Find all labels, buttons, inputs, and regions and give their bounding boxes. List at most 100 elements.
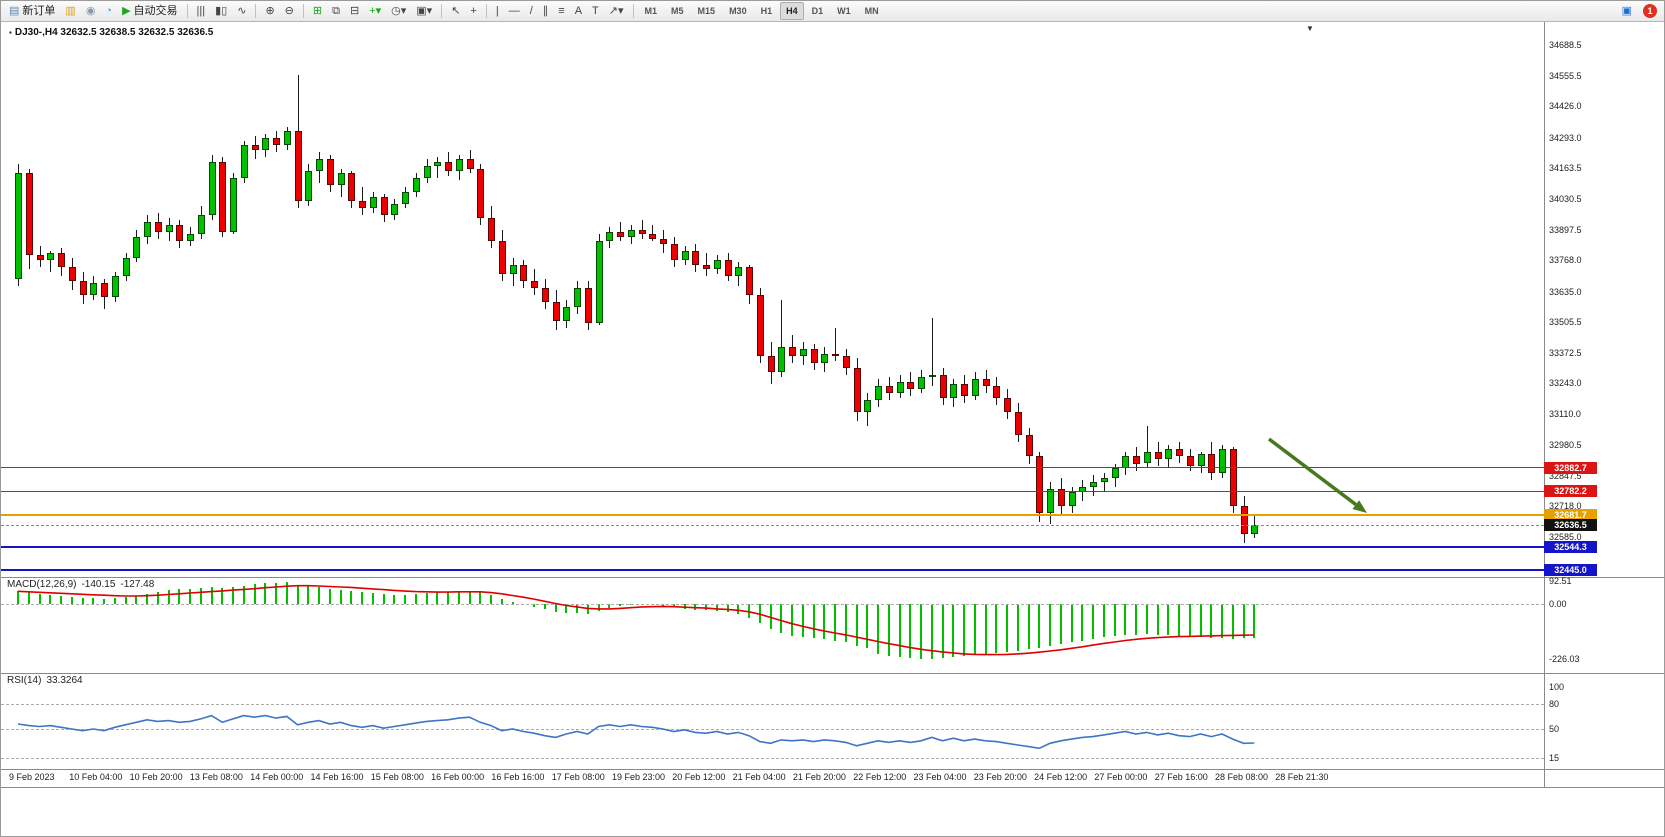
candle-body bbox=[477, 168, 485, 218]
candle-body bbox=[176, 224, 184, 242]
toolbar: ▤ 新订单 ▥ ◉ ◔ ▶ 自动交易 ||| ▮▯ ∿ ⊕ ⊖ ⊞ ⧉ ⊟ +▾ ◷▾ ▣▾ ↖ + | — / ∥ ≡ A T ↗▾… bbox=[1, 1, 1664, 22]
fibonacci-icon: ≡ bbox=[558, 5, 565, 17]
macd-name: MACD(12,26,9) bbox=[7, 579, 77, 590]
timeframe-m1[interactable]: M1 bbox=[644, 6, 658, 16]
price-axis-label: 34293.0 bbox=[1549, 132, 1582, 143]
chart-title: ▪ DJ30-,H4 32632.5 32638.5 32632.5 32636.… bbox=[9, 27, 213, 38]
macd-scale-label: 92.51 bbox=[1549, 576, 1572, 587]
macd-histogram-bar bbox=[1210, 604, 1213, 638]
timeframe-w1[interactable]: W1 bbox=[837, 6, 851, 16]
zoom-in-icon[interactable]: ⊕ bbox=[261, 1, 278, 21]
periods-icon[interactable]: ◷▾ bbox=[387, 1, 410, 21]
charts-icon[interactable]: ▥ bbox=[61, 1, 79, 21]
candle-body bbox=[133, 236, 141, 258]
indicators-icon[interactable]: +▾ bbox=[365, 1, 385, 21]
timeframe-d1[interactable]: D1 bbox=[811, 6, 824, 16]
notifications-badge[interactable]: 1 bbox=[1643, 4, 1657, 18]
crosshair-icon[interactable]: + bbox=[466, 1, 480, 21]
text-label-icon[interactable]: T bbox=[588, 1, 603, 21]
trendline-icon[interactable]: / bbox=[526, 1, 537, 21]
macd-histogram-bar bbox=[199, 588, 202, 604]
macd-histogram-bar bbox=[898, 604, 901, 658]
timeframe-mn[interactable]: MN bbox=[864, 6, 879, 16]
equidistant-channel-icon: ∥ bbox=[542, 5, 549, 17]
horizontal-line-object[interactable] bbox=[1, 568, 1544, 571]
arrows-icon[interactable]: ↗▾ bbox=[605, 1, 628, 21]
time-axis-label: 21 Feb 20:00 bbox=[792, 772, 846, 782]
candle-body bbox=[1219, 449, 1226, 473]
macd-histogram-bar bbox=[1199, 604, 1202, 638]
zoom-out-icon[interactable]: ⊖ bbox=[281, 1, 298, 21]
trend-arrow-head[interactable] bbox=[1352, 500, 1368, 513]
timeframe-m30[interactable]: M30 bbox=[729, 6, 747, 16]
bid-price-line bbox=[1, 525, 1544, 527]
rsi-line bbox=[17, 714, 1255, 750]
candle-body bbox=[660, 238, 667, 244]
price-axis-label: 34426.0 bbox=[1549, 101, 1582, 112]
price-axis-border bbox=[1544, 22, 1545, 787]
horizontal-line-object[interactable] bbox=[1, 513, 1544, 516]
cursor-icon[interactable]: ↖ bbox=[447, 1, 464, 21]
candle-body bbox=[832, 353, 839, 356]
auto-trading-button[interactable]: ▶ 自动交易 bbox=[118, 1, 181, 21]
candle-body bbox=[713, 259, 721, 270]
trend-arrow-line[interactable] bbox=[1267, 437, 1357, 506]
profile-icon[interactable]: ◉ bbox=[82, 1, 100, 21]
time-axis-label: 10 Feb 20:00 bbox=[129, 772, 183, 782]
arrange-windows-icon[interactable]: ⊟ bbox=[346, 1, 363, 21]
candle-body bbox=[789, 346, 796, 356]
macd-histogram-bar bbox=[780, 604, 783, 634]
macd-histogram-bar bbox=[1027, 604, 1030, 650]
candle-body bbox=[283, 131, 291, 146]
timeframe-m15[interactable]: M15 bbox=[697, 6, 716, 16]
candle-body bbox=[971, 379, 979, 396]
price-badge: 32681.7 bbox=[1544, 508, 1597, 521]
chart-shift-marker[interactable]: ▼ bbox=[1306, 24, 1314, 33]
timeframe-h4[interactable]: H4 bbox=[780, 2, 804, 20]
candle-body bbox=[821, 353, 829, 363]
templates-icon[interactable]: ▣▾ bbox=[412, 1, 436, 21]
text-icon[interactable]: A bbox=[571, 1, 586, 21]
candle-body bbox=[230, 178, 237, 232]
vertical-line-icon[interactable]: | bbox=[492, 1, 503, 21]
equidistant-channel-icon[interactable]: ∥ bbox=[539, 1, 553, 21]
time-axis-label: 20 Feb 12:00 bbox=[672, 772, 726, 782]
price-axis-label: 33505.5 bbox=[1549, 316, 1582, 327]
profile-icon: ◉ bbox=[85, 5, 96, 17]
candle-body bbox=[445, 161, 452, 171]
tile-windows-icon: ⊞ bbox=[312, 5, 323, 17]
candle-body bbox=[326, 159, 334, 186]
timeframe-h1[interactable]: H1 bbox=[760, 6, 773, 16]
timeframe-m5[interactable]: M5 bbox=[671, 6, 684, 16]
macd-histogram-bar bbox=[156, 591, 159, 604]
horizontal-line-object[interactable] bbox=[1, 490, 1544, 492]
pane-divider-rsi[interactable] bbox=[1, 673, 1664, 674]
macd-histogram-bar bbox=[414, 594, 417, 604]
line-chart-icon[interactable]: ∿ bbox=[233, 1, 250, 21]
candle-body bbox=[240, 145, 248, 179]
macd-histogram-bar bbox=[1059, 604, 1062, 645]
tile-windows-icon[interactable]: ⊞ bbox=[309, 1, 326, 21]
candle-body bbox=[36, 255, 44, 260]
macd-histogram-bar bbox=[952, 604, 955, 658]
horizontal-line-object[interactable] bbox=[1, 545, 1544, 548]
time-axis-label: 15 Feb 08:00 bbox=[370, 772, 424, 782]
horizontal-line-icon[interactable]: — bbox=[505, 1, 524, 21]
pane-divider-macd[interactable] bbox=[1, 577, 1664, 578]
new-order-button[interactable]: ▤ 新订单 bbox=[5, 1, 59, 21]
cascade-windows-icon[interactable]: ⧉ bbox=[328, 1, 344, 21]
indicators-icon: +▾ bbox=[369, 5, 382, 17]
candlestick-chart-icon[interactable]: ▮▯ bbox=[211, 1, 231, 21]
fibonacci-icon[interactable]: ≡ bbox=[554, 1, 568, 21]
candle-body bbox=[885, 386, 893, 394]
horizontal-line-object[interactable] bbox=[1, 467, 1544, 469]
refresh-icon[interactable]: ◔ bbox=[101, 1, 116, 21]
price-axis-label: 34163.5 bbox=[1549, 162, 1582, 173]
candle-body bbox=[606, 231, 614, 242]
community-icon[interactable]: ▣ bbox=[1618, 1, 1636, 21]
bar-chart-icon[interactable]: ||| bbox=[193, 1, 210, 21]
macd-histogram-bar bbox=[393, 594, 396, 604]
